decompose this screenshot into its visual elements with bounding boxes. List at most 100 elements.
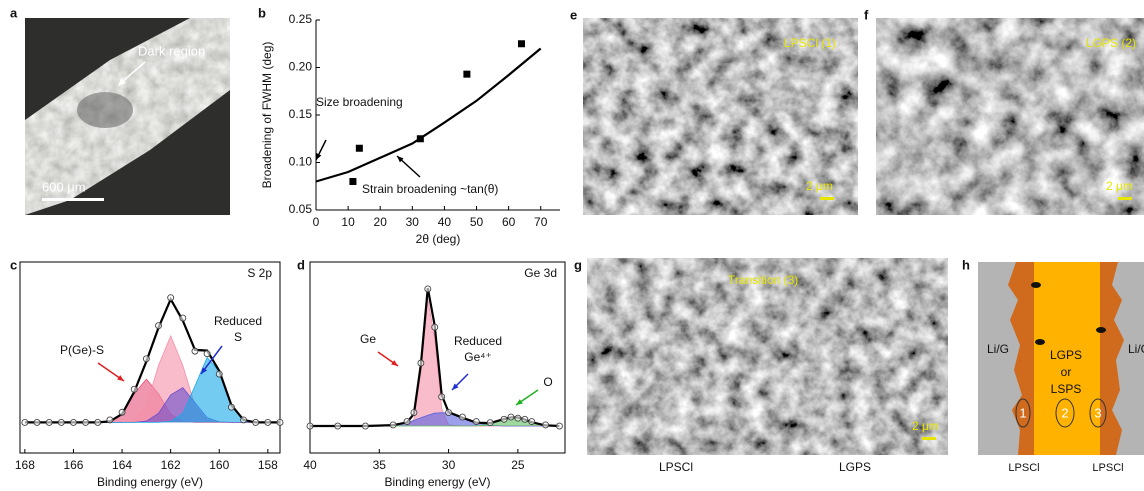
caption: LPSCl: [1092, 462, 1123, 474]
scale-bar-label: 2 μm: [1106, 179, 1133, 193]
x-tick-label: 168: [15, 458, 35, 472]
arrow-head: [452, 383, 459, 390]
caption: LPSCl: [1008, 462, 1039, 474]
marker-ring: [1015, 398, 1031, 428]
scale-bar: [42, 198, 104, 201]
data-point: [472, 418, 480, 425]
dark-region: [77, 92, 133, 128]
y-tick-label: 0.15: [289, 107, 313, 121]
fit-line: [315, 47, 542, 183]
x-tick-label: 166: [63, 458, 83, 472]
region-label: Li/G: [1128, 342, 1144, 356]
marker-ring: [1089, 398, 1107, 428]
data-point: [70, 418, 77, 426]
x-axis-label: Binding energy (eV): [97, 475, 203, 489]
data-point: [417, 359, 425, 367]
data-point: [438, 393, 446, 401]
data-point: [355, 144, 363, 152]
scale-bar-label: 600 μm: [42, 179, 86, 194]
data-point: [118, 408, 126, 416]
data-point: [514, 414, 522, 422]
arrow-head: [201, 367, 208, 374]
caption: LGPS: [839, 460, 871, 474]
data-point: [403, 418, 411, 425]
plot-frame: [309, 261, 566, 454]
chart-title: Ge 3d: [524, 266, 557, 280]
data-point: [424, 285, 432, 293]
data-point: [445, 409, 453, 417]
arrow-head: [117, 375, 124, 381]
data-point: [431, 323, 439, 331]
data-point: [130, 385, 138, 393]
fit-line: [24, 296, 280, 424]
x-tick-label: 10: [341, 215, 355, 229]
panel-label: g: [574, 257, 582, 272]
center-label: LGPS: [1050, 348, 1082, 362]
sem-image: [876, 18, 1144, 215]
scale-bar-label: 2 μm: [806, 179, 833, 193]
image-annotation: Dark region: [138, 43, 205, 58]
region-label: Li/G: [987, 342, 1009, 356]
sem-g: Transition (3) 2 μm LPSCl LGPS: [587, 258, 948, 474]
x-tick-label: 30: [442, 458, 456, 472]
data-point: [334, 422, 342, 430]
sem-label: LGPS (2): [1086, 36, 1136, 50]
data-point: [458, 413, 466, 421]
x-tick-label: 30: [406, 215, 420, 229]
sem-image: [587, 258, 948, 455]
marker-ring: [1055, 398, 1075, 428]
data-point: [82, 418, 90, 426]
scale-bar-label: 2 μm: [912, 419, 939, 433]
data-point: [306, 422, 314, 430]
annotation: Ge⁴⁺: [464, 350, 492, 364]
data-point: [389, 421, 397, 429]
data-point: [106, 416, 114, 424]
data-point: [556, 422, 563, 430]
annotation: P(Ge)-S: [60, 343, 104, 357]
x-tick-label: 70: [534, 215, 548, 229]
marker-label: 2: [1061, 405, 1068, 420]
panel-label: c: [10, 257, 17, 272]
component-peak: [310, 298, 560, 427]
data-point: [57, 418, 65, 426]
sem-label: LPSCl (1): [784, 36, 836, 50]
x-tick-label: 35: [373, 458, 387, 472]
data-point: [486, 419, 494, 427]
data-point: [33, 418, 41, 426]
data-point: [463, 70, 471, 78]
left-interphase: [1008, 262, 1034, 455]
sem-e: LPSCl (1) 2 μm: [583, 18, 858, 215]
center-label: LSPS: [1051, 382, 1082, 396]
annotation-arrow: [121, 61, 146, 83]
panel-label: h: [962, 257, 970, 272]
data-point: [349, 178, 357, 185]
panel-label: f: [864, 7, 869, 22]
annotation: Ge: [360, 332, 376, 346]
scale-bar: [1118, 197, 1132, 200]
data-point: [500, 415, 508, 423]
data-point: [21, 418, 29, 426]
marker-label: 3: [1094, 405, 1101, 420]
arrow-head: [397, 156, 404, 163]
annotation: O: [543, 375, 552, 389]
data-point: [240, 416, 248, 424]
plot-frame: [19, 261, 281, 454]
panel-label: b: [258, 5, 266, 20]
data-point: [94, 418, 102, 426]
scale-bar: [922, 437, 936, 440]
y-tick-label: 0.10: [289, 155, 313, 169]
electrolyte: [1034, 262, 1100, 455]
void: [1096, 327, 1106, 333]
x-axis-label: 2θ (deg): [416, 232, 461, 246]
scale-bar: [820, 197, 834, 200]
arrow-head: [118, 78, 126, 86]
data-point: [542, 421, 550, 429]
caption: LPSCl: [659, 460, 693, 474]
data-point: [155, 322, 162, 330]
x-tick-label: 40: [303, 458, 317, 472]
data-point: [45, 418, 53, 426]
annotation: Reduced: [454, 334, 502, 348]
image-a: Dark region 600 μm: [25, 18, 230, 215]
data-point: [167, 294, 175, 302]
data-point: [521, 415, 529, 423]
